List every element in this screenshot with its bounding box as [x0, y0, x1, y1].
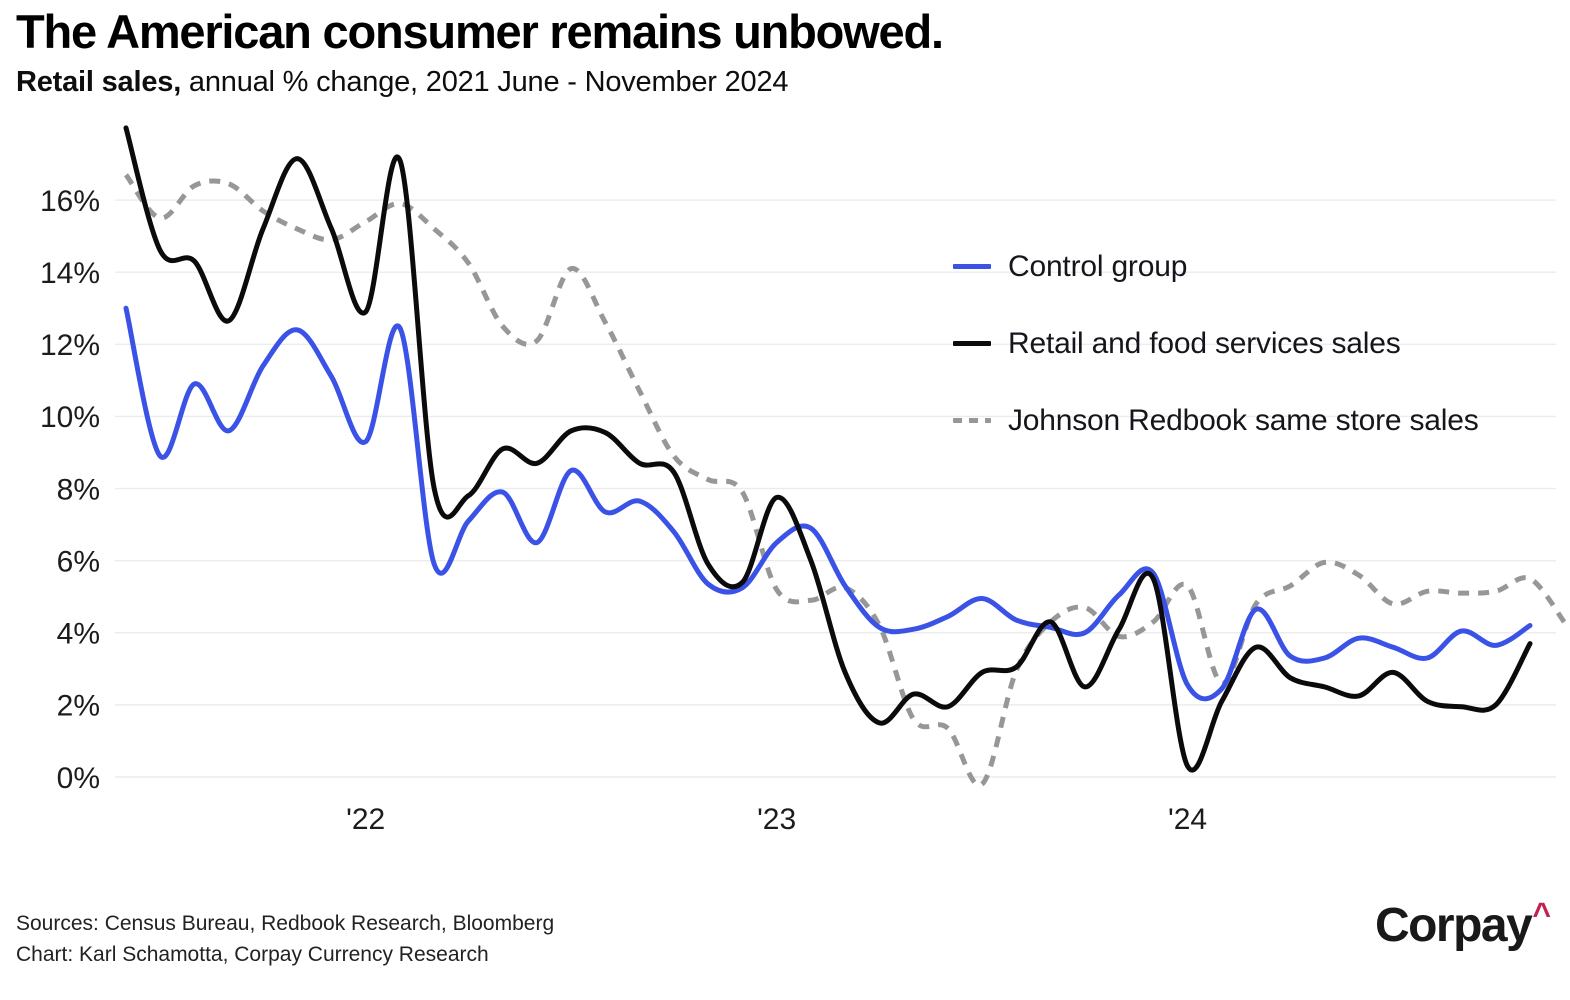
y-axis-tick-label: 6% [57, 545, 100, 578]
chart-canvas: 0% 2% 4% 6% 8% 10% 12% 14% 16% '22 '23 '24 [40, 125, 1566, 836]
y-axis-tick-label: 12% [40, 329, 100, 362]
legend: Control group Retail and food services s… [953, 228, 1479, 459]
x-axis-tick-label: '23 [757, 803, 796, 836]
y-axis-tick-label: 16% [40, 185, 100, 218]
y-axis-tick-label: 2% [57, 690, 100, 723]
chart-credit-line: Chart: Karl Schamotta, Corpay Currency R… [16, 943, 489, 966]
series-line-johnson-redbook-same-store-sales [123, 173, 1566, 788]
y-axis-tick-label: 0% [57, 762, 100, 795]
y-axis-tick-label: 10% [40, 401, 100, 434]
chart-area: 0% 2% 4% 6% 8% 10% 12% 14% 16% '22 '23 '24 [40, 125, 1566, 836]
y-axis-tick-label: 4% [57, 618, 100, 651]
corpay-logo: Corpay^ [1374, 896, 1551, 953]
legend-label: Retail and food services sales [1008, 326, 1401, 360]
legend-item-retail-food-services: Retail and food services sales [953, 305, 1479, 382]
x-axis-tick-label: '22 [346, 803, 385, 836]
y-axis-tick-label: 14% [40, 257, 100, 290]
chart-title: The American consumer remains unbowed. [16, 5, 944, 58]
sources-line: Sources: Census Bureau, Redbook Research… [16, 912, 555, 935]
corpay-caret-icon: ^ [1532, 896, 1551, 932]
x-axis-tick-label: '24 [1168, 803, 1207, 836]
legend-label: Johnson Redbook same store sales [1008, 403, 1479, 437]
series-line-retail-and-food-services-sales [123, 125, 1533, 773]
source-note: Sources: Census Bureau, Redbook Research… [16, 908, 554, 970]
subtitle-bold: Retail sales, [16, 66, 182, 98]
y-axis-tick-label: 8% [57, 473, 100, 506]
legend-item-johnson-redbook: Johnson Redbook same store sales [953, 382, 1479, 459]
series-line-control-group [123, 305, 1533, 702]
legend-swatch-control-group [953, 264, 991, 269]
legend-item-control-group: Control group [953, 228, 1479, 305]
subtitle-rest: annual % change, 2021 June - November 20… [181, 66, 789, 98]
legend-swatch-johnson-redbook [953, 418, 991, 423]
legend-swatch-retail-food-services [953, 341, 991, 346]
chart-subtitle: Retail sales, annual % change, 2021 June… [16, 66, 789, 99]
legend-label: Control group [1008, 249, 1188, 283]
corpay-wordmark: Corpay [1374, 899, 1533, 952]
